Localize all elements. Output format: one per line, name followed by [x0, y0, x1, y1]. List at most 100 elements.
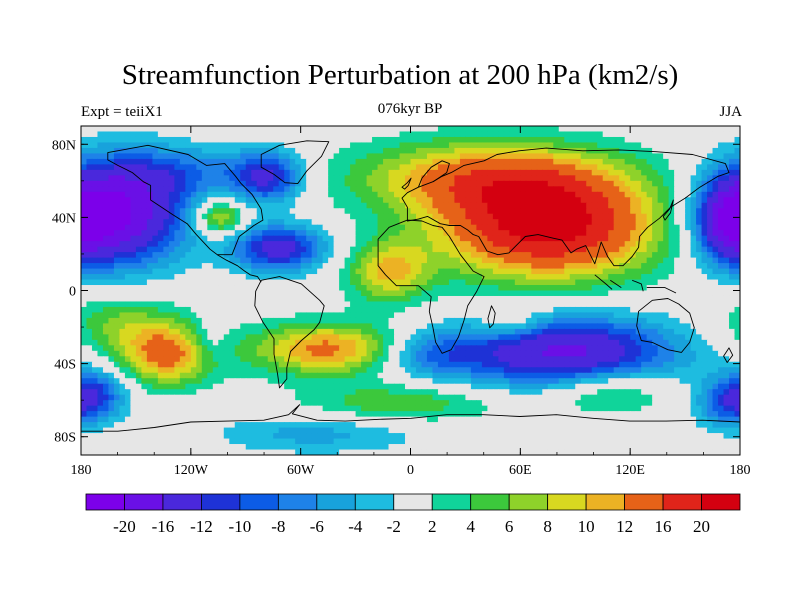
field-cell: [135, 328, 143, 335]
field-cell: [273, 202, 280, 209]
field-cell: [679, 235, 686, 242]
field-cell: [465, 246, 472, 253]
field-cell: [124, 208, 132, 215]
field-cell: [459, 257, 467, 264]
field-cell: [251, 279, 258, 286]
field-cell: [448, 197, 456, 204]
field-cell: [514, 334, 521, 341]
field-cell: [569, 268, 576, 275]
field-cell: [234, 142, 241, 149]
field-cell: [410, 142, 417, 149]
field-cell: [531, 197, 538, 204]
field-cell: [448, 126, 456, 133]
field-cell: [256, 290, 263, 297]
field-cell: [196, 153, 203, 160]
field-cell: [267, 323, 274, 330]
field-cell: [520, 290, 527, 297]
field-cell: [262, 197, 269, 204]
field-cell: [712, 131, 719, 138]
field-cell: [130, 224, 137, 231]
field-cell: [295, 131, 302, 138]
field-cell: [514, 164, 521, 171]
field-cell: [432, 263, 439, 270]
field-cell: [696, 306, 703, 314]
field-cell: [355, 257, 362, 264]
field-cell: [91, 345, 99, 352]
field-cell: [284, 279, 291, 286]
field-cell: [383, 323, 390, 330]
field-cell: [102, 147, 110, 155]
field-cell: [322, 147, 329, 155]
field-cell: [306, 252, 313, 259]
field-cell: [602, 312, 609, 319]
field-cell: [630, 246, 637, 253]
field-cell: [498, 202, 505, 209]
field-cell: [613, 126, 620, 133]
field-cell: [701, 224, 708, 231]
field-cell: [185, 295, 192, 303]
field-cell: [503, 285, 510, 292]
field-cell: [146, 268, 153, 275]
field-cell: [196, 350, 203, 357]
field-cell: [531, 153, 538, 160]
field-cell: [668, 147, 675, 155]
field-cell: [437, 339, 445, 346]
field-cell: [696, 230, 703, 237]
field-cell: [130, 147, 137, 155]
field-cell: [465, 224, 472, 231]
field-cell: [328, 306, 335, 314]
field-cell: [547, 317, 554, 324]
field-cell: [481, 252, 488, 259]
field-cell: [498, 268, 505, 275]
field-cell: [81, 142, 88, 149]
field-cell: [542, 345, 549, 352]
field-cell: [415, 334, 423, 341]
field-cell: [586, 290, 593, 297]
field-cell: [520, 317, 527, 324]
field-cell: [520, 263, 527, 270]
field-cell: [388, 202, 395, 209]
field-cell: [355, 180, 362, 187]
field-cell: [415, 246, 423, 253]
field-cell: [734, 169, 740, 176]
field-cell: [432, 290, 439, 297]
field-cell: [405, 306, 412, 314]
field-cell: [723, 191, 730, 198]
field-cell: [520, 230, 527, 237]
field-cell: [289, 180, 296, 187]
field-cell: [712, 153, 719, 160]
field-cell: [201, 208, 208, 215]
field-cell: [712, 290, 719, 297]
field-cell: [415, 257, 423, 264]
field-cell: [278, 246, 285, 253]
field-cell: [322, 345, 329, 352]
field-cell: [405, 290, 412, 297]
field-cell: [514, 202, 521, 209]
field-cell: [674, 252, 681, 259]
field-cell: [542, 219, 549, 226]
field-cell: [410, 180, 417, 187]
field-cell: [130, 230, 137, 237]
field-cell: [734, 126, 740, 133]
field-cell: [729, 175, 736, 182]
field-cell: [91, 317, 99, 324]
field-cell: [448, 131, 456, 138]
field-cell: [613, 164, 620, 171]
field-cell: [602, 136, 609, 144]
field-cell: [284, 301, 291, 308]
field-cell: [81, 235, 88, 242]
field-cell: [663, 279, 670, 286]
field-cell: [432, 285, 439, 292]
field-cell: [251, 274, 258, 281]
field-cell: [372, 263, 379, 270]
field-cell: [278, 235, 285, 242]
field-cell: [361, 345, 368, 352]
field-cell: [630, 126, 637, 133]
field-cell: [701, 274, 708, 281]
field-cell: [311, 224, 318, 231]
field-cell: [712, 285, 719, 292]
field-cell: [448, 350, 456, 357]
field-cell: [190, 268, 197, 275]
field-cell: [531, 323, 538, 330]
field-cell: [361, 295, 368, 303]
